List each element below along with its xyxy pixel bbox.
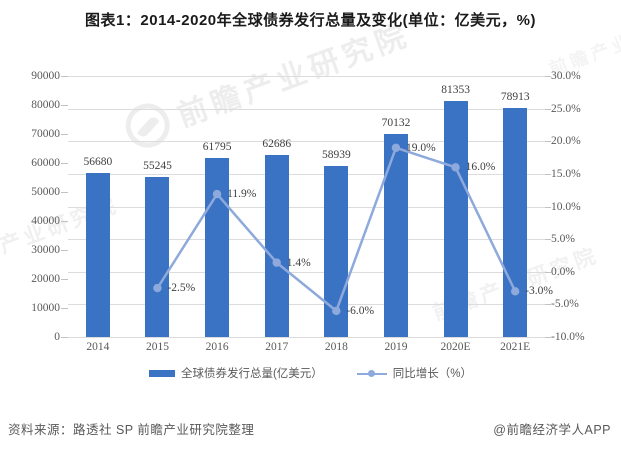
right-axis-tick-label: -10.0% (551, 331, 585, 343)
gridline (68, 141, 545, 143)
bar-value-label: 62686 (262, 138, 292, 151)
left-axis-tick-label: 20000 (31, 273, 60, 285)
left-axis-tick-label: 80000 (31, 99, 60, 111)
left-axis-tick-label: 90000 (31, 70, 60, 82)
right-axis-tick-label: 30.0% (551, 70, 581, 82)
right-axis-tick-label: -5.0% (551, 298, 579, 311)
bar (503, 108, 528, 337)
legend-label-bars: 全球债券发行总量(亿美元） (180, 368, 323, 380)
right-axis-tick (545, 271, 551, 273)
bar (443, 101, 468, 337)
left-axis-tick (61, 279, 68, 280)
right-axis-tick (545, 108, 551, 110)
line-series-swatch (356, 369, 387, 378)
left-axis-tick-label: 50000 (31, 186, 60, 198)
x-axis-label: 2017 (265, 341, 289, 353)
line-marker (391, 143, 401, 152)
left-axis-tick (61, 221, 68, 222)
line-marker (153, 283, 162, 293)
left-axis-tick (61, 105, 68, 106)
gridline (68, 76, 545, 77)
left-axis-tick-label: 30000 (31, 244, 60, 256)
right-axis-tick (545, 239, 551, 241)
trend-line-path (156, 146, 517, 313)
line-value-label: 16.0% (465, 161, 496, 174)
legend-item-line: 同比增长（%） (356, 365, 473, 381)
legend-label-line: 同比增长（%） (392, 368, 473, 380)
bar-value-label: 58939 (321, 149, 351, 162)
right-axis-tick (545, 76, 551, 77)
left-axis-tick-label: 10000 (31, 302, 60, 314)
x-axis-label: 2015 (145, 341, 169, 353)
right-axis-tick (545, 141, 551, 143)
bar-value-label: 81353 (441, 84, 470, 97)
line-marker (510, 287, 520, 296)
right-axis-tick-label: 0.0% (551, 265, 575, 278)
source-note: 资料来源：路透社 SP 前瞻产业研究院整理 (8, 423, 255, 437)
line-value-label: -3.0% (525, 285, 553, 298)
x-axis-label: 2018 (324, 341, 348, 353)
gridline (68, 271, 545, 273)
bar (264, 155, 289, 337)
line-value-label: -2.5% (167, 282, 196, 295)
left-axis-tick (61, 163, 68, 164)
x-axis-label: 2020E (440, 341, 471, 353)
left-axis-tick (61, 192, 68, 193)
gridline (68, 173, 545, 175)
chart-title: 图表1：2014-2020年全球债券发行总量及变化(单位：亿美元，%) (85, 12, 536, 29)
left-axis-tick (61, 250, 68, 251)
trend-line (153, 143, 520, 316)
left-axis-tick-label: 0 (54, 331, 60, 343)
left-axis-tick (61, 337, 68, 338)
x-axis-label: 2021E (500, 341, 531, 353)
right-axis-tick-label: 5.0% (551, 233, 575, 246)
line-value-label: 11.9% (227, 188, 257, 201)
left-axis-tick (61, 134, 68, 135)
bar-value-label: 78913 (500, 91, 530, 104)
left-axis-tick (61, 308, 68, 309)
right-axis-tick-label: 15.0% (551, 167, 581, 180)
bar-series-swatch (148, 369, 175, 377)
gridline (68, 108, 545, 110)
line-swatch-dot (367, 369, 375, 377)
line-marker (212, 189, 222, 199)
line-value-label: -6.0% (346, 304, 375, 317)
legend-item-bars: 全球债券发行总量(亿美元） (148, 365, 323, 381)
x-axis-label: 2014 (86, 341, 110, 353)
bar-value-label: 61795 (202, 140, 232, 153)
bar-value-label: 70132 (381, 116, 411, 129)
line-marker (451, 163, 460, 172)
gridline (68, 304, 545, 306)
bar-value-label: 55245 (143, 159, 172, 172)
line-marker (272, 258, 281, 267)
legend: 全球债券发行总量(亿美元） 同比增长（%） (0, 365, 621, 381)
bar-value-label: 56680 (83, 155, 113, 168)
right-axis-tick-label: 25.0% (551, 102, 581, 115)
left-axis-tick-label: 40000 (31, 215, 60, 227)
bar (145, 176, 170, 337)
bar (85, 172, 110, 337)
bar (205, 157, 230, 337)
right-axis-tick-label: 10.0% (551, 200, 581, 213)
left-axis-tick-label: 60000 (31, 157, 60, 169)
gridline (68, 239, 545, 241)
left-axis-tick (61, 76, 68, 77)
line-value-label: 19.0% (405, 141, 436, 154)
gridline (68, 337, 545, 338)
right-axis-tick (545, 304, 551, 306)
brand-note: @前瞻经济学人APP (493, 423, 611, 437)
left-axis-tick-label: 70000 (31, 128, 60, 140)
right-axis-tick (545, 337, 551, 338)
line-marker (332, 306, 341, 316)
right-axis-tick (545, 173, 551, 175)
line-value-label: 1.4% (286, 256, 311, 269)
right-axis-tick-label: 20.0% (551, 135, 581, 148)
right-axis-tick (545, 206, 551, 208)
x-axis-label: 2019 (384, 341, 408, 353)
x-axis-label: 2016 (205, 341, 229, 353)
gridline (68, 206, 545, 208)
